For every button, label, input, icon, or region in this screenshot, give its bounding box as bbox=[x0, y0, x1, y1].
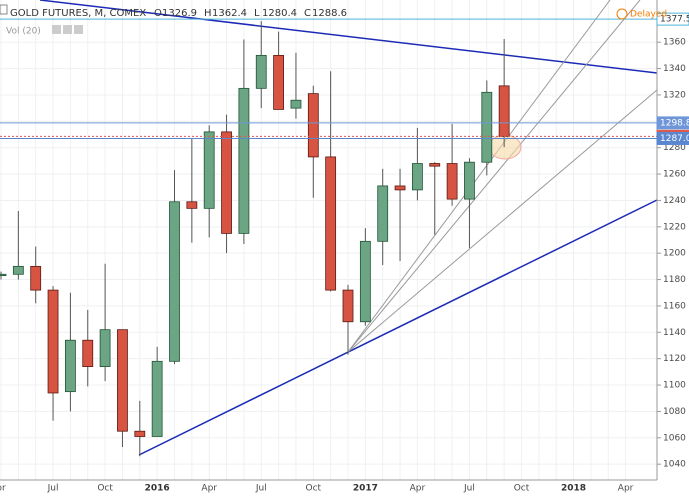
icon bbox=[63, 25, 72, 34]
candle-body bbox=[498, 85, 510, 137]
icon bbox=[0, 4, 8, 15]
price-label-box bbox=[656, 116, 689, 130]
candle-body bbox=[464, 161, 475, 200]
candle-body bbox=[359, 240, 371, 323]
y-tick-label: 1120 bbox=[663, 354, 686, 364]
plot bbox=[0, 18, 657, 457]
y-tick-label: 1220 bbox=[663, 222, 686, 232]
candle-body bbox=[429, 163, 441, 167]
delayed-icon bbox=[616, 8, 628, 20]
legend-value: 1288.6 bbox=[312, 8, 347, 19]
fan-line bbox=[347, 0, 611, 353]
y-tick-label: 1100 bbox=[663, 381, 686, 391]
x-tick-label: Apr bbox=[201, 484, 217, 494]
candle-body bbox=[411, 163, 423, 191]
price-label-box bbox=[656, 131, 689, 145]
candle-body bbox=[221, 131, 232, 234]
icon bbox=[52, 25, 61, 34]
price-label: 1298.8 bbox=[660, 118, 689, 128]
y-tick-label: 1040 bbox=[663, 460, 686, 470]
x-tick-label: Jul bbox=[463, 484, 475, 494]
y-tick-label: 1360 bbox=[663, 38, 686, 48]
legend-key: L bbox=[254, 8, 260, 19]
candle-body bbox=[99, 329, 111, 367]
drawings bbox=[39, 0, 658, 456]
legend-value: 1326.9 bbox=[162, 8, 197, 19]
x-tick-label: 2017 bbox=[353, 484, 378, 494]
candle-body bbox=[273, 54, 285, 110]
candle-body bbox=[325, 156, 337, 291]
chart-title: GOLD FUTURES, M, COMEX bbox=[10, 8, 146, 19]
candle-body bbox=[169, 201, 180, 362]
candle-body bbox=[481, 91, 493, 163]
candle-body bbox=[377, 185, 389, 242]
x-tick-label: Apr bbox=[410, 484, 426, 494]
candle-body bbox=[307, 93, 319, 158]
y-tick-label: 1320 bbox=[663, 90, 686, 100]
x-tick-label: 2016 bbox=[145, 484, 170, 494]
legend-key: C bbox=[304, 8, 311, 19]
y-tick-label: 1140 bbox=[663, 328, 686, 338]
price-label: 1377.5 bbox=[660, 15, 689, 25]
candle-body bbox=[12, 265, 24, 275]
trend-line bbox=[39, 0, 658, 74]
x-tick-label: Oct bbox=[97, 484, 113, 494]
candle-body bbox=[117, 329, 128, 432]
candle-body bbox=[394, 185, 406, 191]
y-tick-label: 1260 bbox=[663, 170, 686, 180]
x-tick-label: 2018 bbox=[561, 484, 586, 494]
x-tick-label: pr bbox=[0, 484, 6, 494]
price-label: 1287.0 bbox=[660, 134, 689, 144]
candle-body bbox=[65, 339, 76, 393]
candle-body bbox=[186, 201, 198, 209]
legend-value: 1280.4 bbox=[262, 8, 297, 19]
x-tick-label: Apr bbox=[618, 484, 634, 494]
x-tick-label: Oct bbox=[306, 484, 322, 494]
candle-body bbox=[47, 289, 59, 394]
candle-body bbox=[290, 99, 302, 109]
volume-label: Vol (20) bbox=[6, 27, 41, 37]
y-tick-label: 1200 bbox=[663, 249, 686, 259]
candle-body bbox=[446, 163, 458, 200]
candle-body bbox=[238, 87, 250, 234]
y-tick-label: 1160 bbox=[663, 301, 686, 311]
y-tick-label: 1340 bbox=[663, 64, 686, 74]
legend-key: H bbox=[204, 8, 212, 19]
y-tick-label: 1280 bbox=[663, 143, 686, 153]
candle-body bbox=[255, 54, 267, 89]
x-tick-label: Oct bbox=[514, 484, 530, 494]
legend-value: 1362.4 bbox=[212, 8, 247, 19]
y-tick-label: 1060 bbox=[663, 433, 686, 443]
y-tick-label: 1080 bbox=[663, 407, 686, 417]
status: Delayed bbox=[630, 10, 667, 20]
y-tick-label: 1180 bbox=[663, 275, 686, 285]
axis: 1040 1060 1080 1100 1120 1140 1160 1180 1200 1220… bbox=[0, 12, 689, 494]
fan-line bbox=[347, 89, 658, 353]
legend-key: O bbox=[154, 8, 162, 19]
candle-body bbox=[151, 360, 163, 437]
x-tick-label: Jul bbox=[255, 484, 267, 494]
icon bbox=[74, 25, 83, 34]
trend-line bbox=[138, 199, 658, 456]
candle-body bbox=[82, 339, 94, 367]
candle-body bbox=[134, 430, 146, 437]
candle-body bbox=[342, 289, 354, 323]
x-tick-label: Jul bbox=[47, 484, 59, 494]
price-label-box bbox=[656, 12, 689, 26]
candle-body bbox=[30, 265, 42, 291]
y-tick-label: 1240 bbox=[663, 196, 686, 206]
header: GOLD FUTURES, M, COMEX O 1326.9 H 1362.4 L 12… bbox=[0, 4, 667, 37]
fan-line bbox=[347, 0, 641, 353]
candle-body bbox=[0, 273, 7, 277]
candle-body bbox=[203, 131, 215, 209]
